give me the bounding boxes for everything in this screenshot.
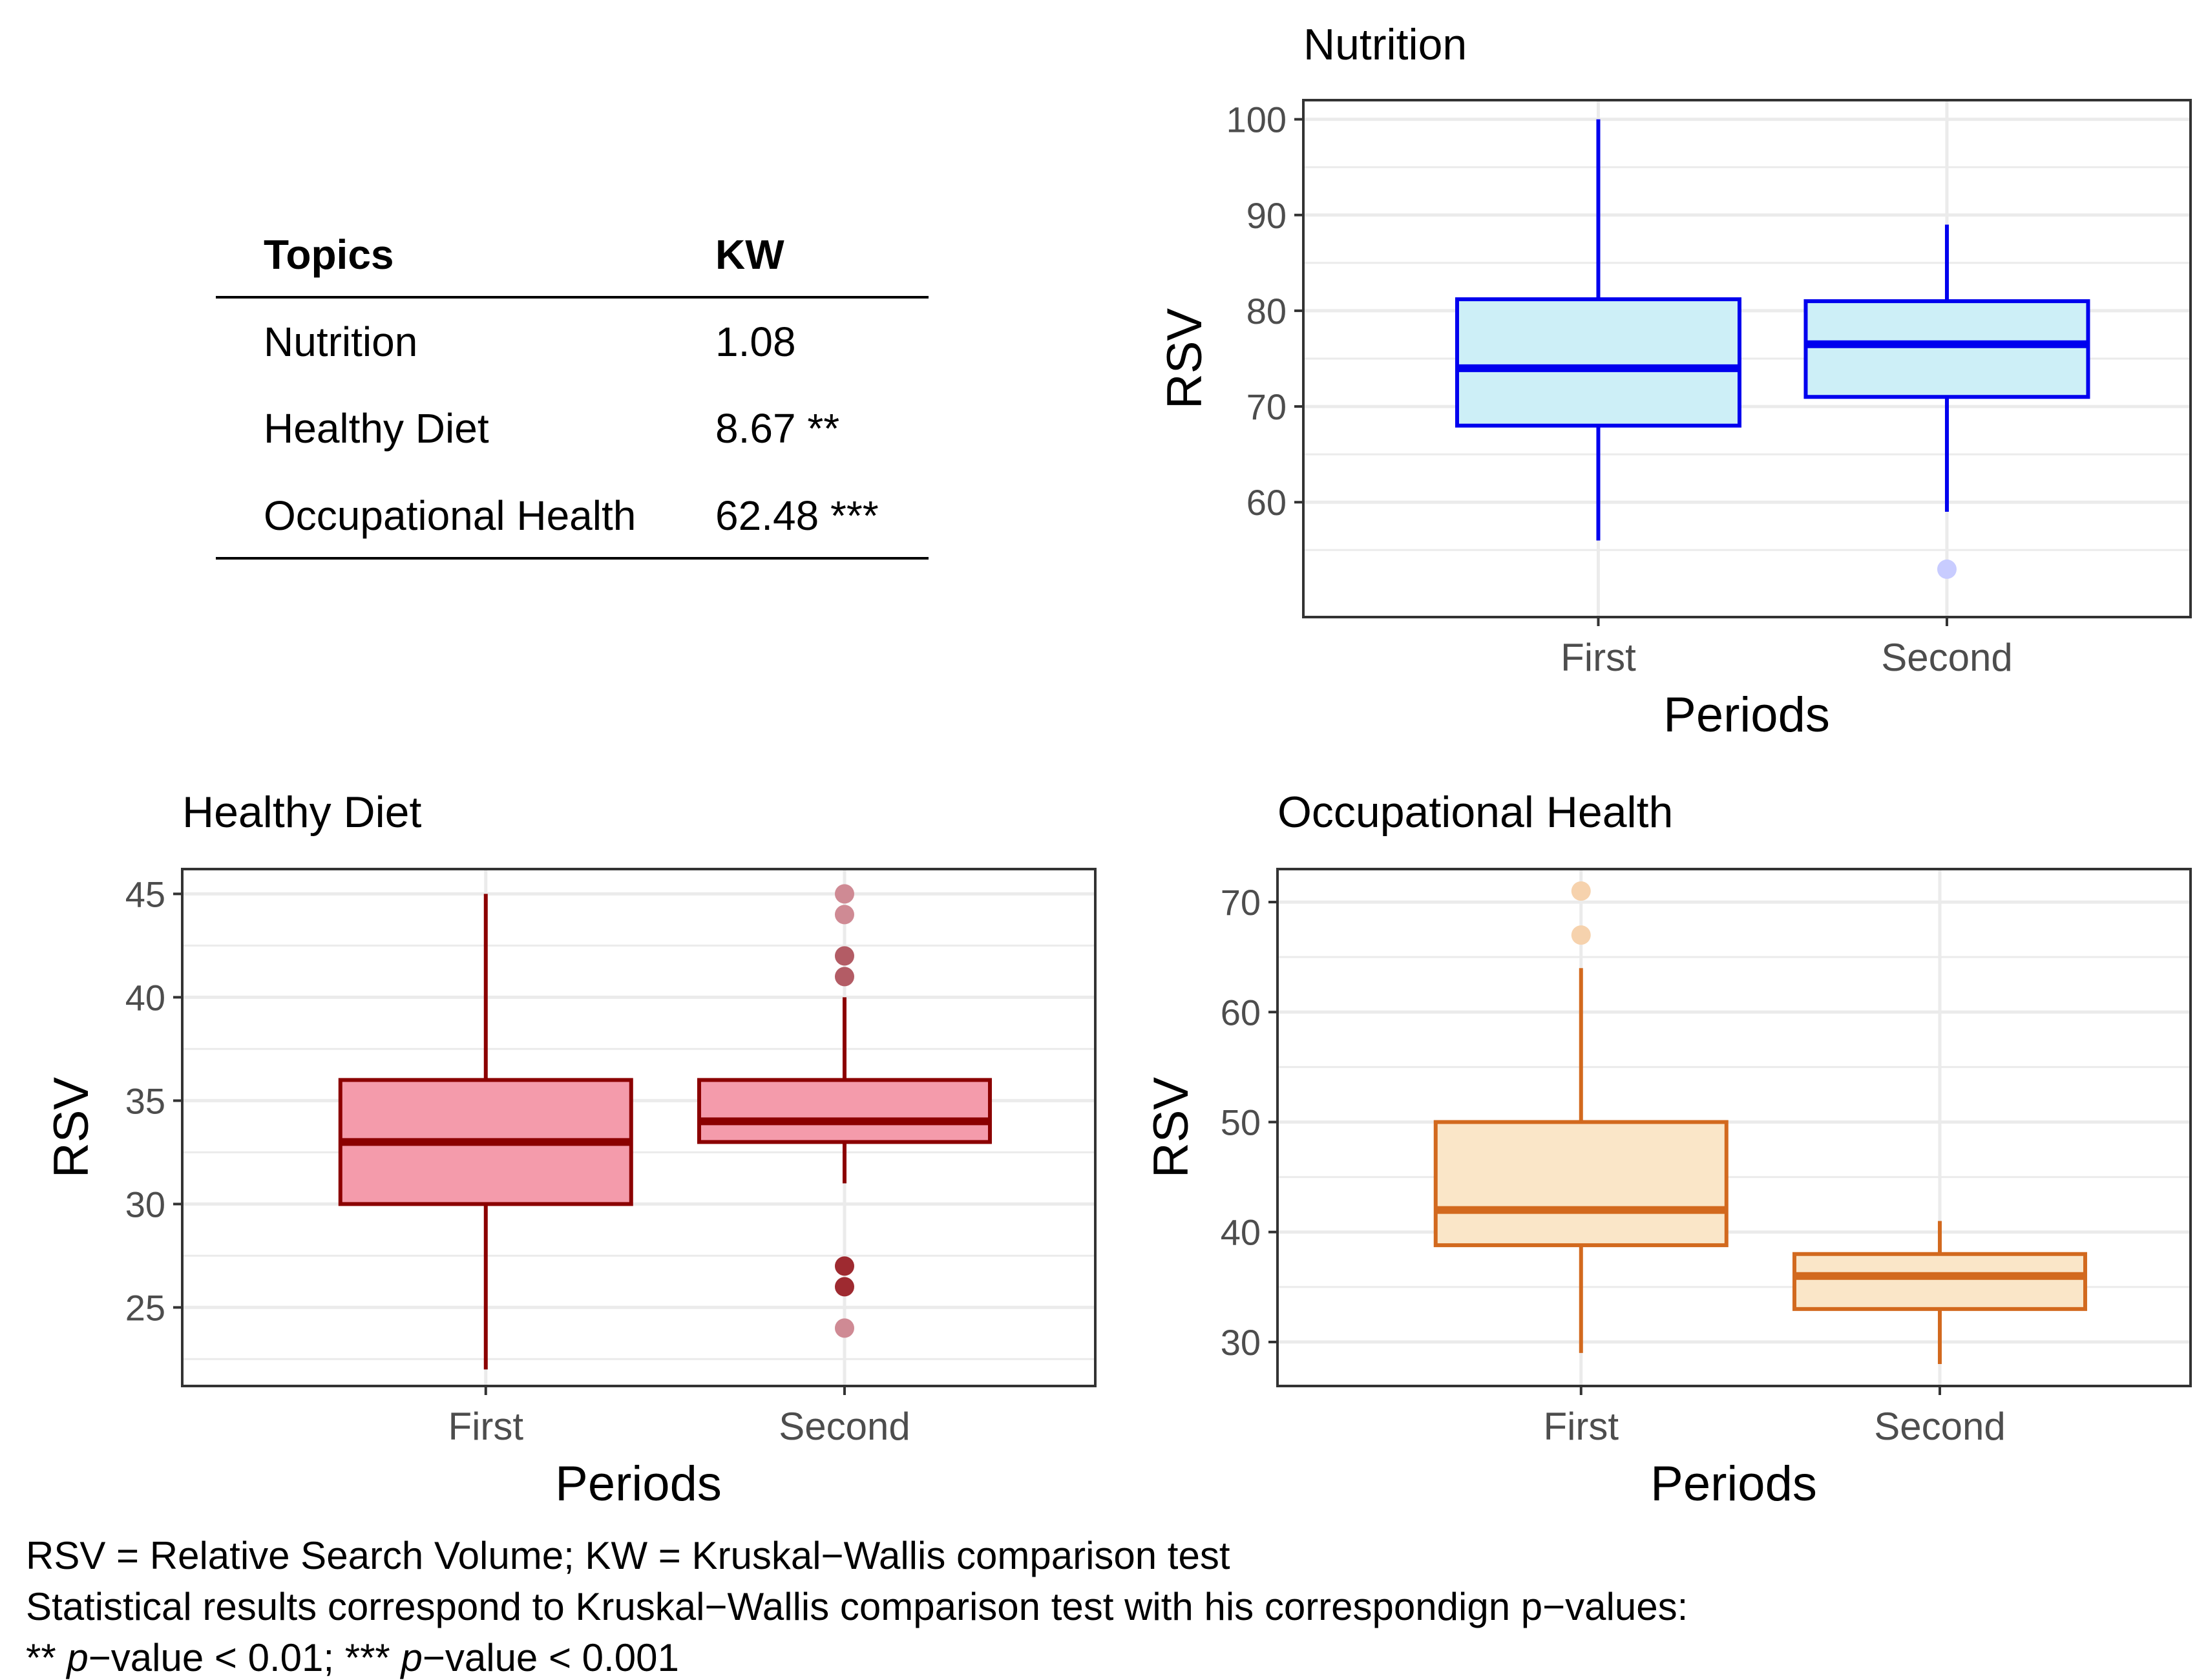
footnote-sig-mid: −value < 0.01; *** [89,1636,401,1679]
x-axis-label: Periods [555,1456,722,1511]
outlier-point [834,946,854,966]
y-tick-label: 70 [1246,386,1287,427]
plot-border [181,868,1097,1387]
y-tick-label: 45 [125,874,165,914]
outlier-point [834,1256,854,1276]
healthy-diet-boxplot: 25 30 35 40 45 First Second Healthy Diet Periods… [44,788,1097,1511]
x-tick-label: Second [779,1405,910,1448]
outlier-point [1571,881,1591,901]
box-second [1803,299,2090,399]
footnote-p-italic: p [65,1636,88,1679]
y-tick-label: 25 [125,1287,165,1328]
y-tick-label: 50 [1221,1102,1261,1142]
box-first [1455,297,1741,428]
chart-title: Healthy Diet [182,788,421,837]
y-tick-label: 30 [125,1184,165,1224]
plot-border [1302,99,2192,618]
y-axis-label: RSV [44,1077,99,1179]
occupational-health-boxplot: 30 40 50 60 70 First Second Occupational Health… [1144,788,2192,1511]
kw-table: Topics KW Nutrition 1.08 Healthy Diet 8.… [216,231,929,560]
outlier-point [834,1277,854,1297]
footnote-sig-prefix: ** [26,1636,67,1679]
footnote-sig-end: −value < 0.001 [423,1636,679,1679]
outlier-point [1937,559,1957,579]
table-header-kw: KW [715,231,784,278]
footnote-statistics: Statistical results correspond to Kruska… [26,1585,1688,1628]
y-tick-label: 100 [1226,100,1287,140]
table-cell-kw: 62.48 *** [715,492,879,539]
x-tick-label: First [448,1405,523,1448]
x-tick-label: First [1561,636,1636,679]
footnote-abbreviations: RSV = Relative Search Volume; KW = Krusk… [26,1534,1230,1577]
table-cell-topic: Healthy Diet [264,405,489,452]
y-tick-label: 60 [1221,992,1261,1033]
outlier-point [834,967,854,987]
outlier-point [834,905,854,925]
y-axis-label: RSV [1157,308,1212,410]
y-tick-label: 60 [1246,482,1287,523]
box-second [697,1078,992,1144]
chart-title: Nutrition [1303,20,1467,69]
plot-border [1276,868,2192,1387]
y-tick-label: 35 [125,1080,165,1121]
chart-title: Occupational Health [1277,788,1673,837]
outlier-point [1571,925,1591,945]
table-cell-kw: 1.08 [715,319,796,365]
footnotes: RSV = Relative Search Volume; KW = Krusk… [26,1534,1688,1679]
x-tick-label: Second [1881,636,2013,679]
x-tick-label: First [1543,1405,1619,1448]
box-second [1792,1252,2087,1311]
x-axis-label: Periods [1663,688,1830,742]
table-header-topics: Topics [264,231,394,278]
x-tick-label: Second [1874,1405,2006,1448]
y-tick-label: 80 [1246,291,1287,331]
outlier-point [834,1318,854,1338]
y-tick-label: 40 [125,977,165,1018]
y-tick-label: 70 [1221,882,1261,923]
x-axis-label: Periods [1650,1456,1817,1511]
y-tick-label: 90 [1246,195,1287,236]
footnote-significance: ** p−value < 0.01; *** p−value < 0.001 [26,1636,679,1679]
nutrition-boxplot: 60 70 80 90 100 First Second Nutrition Periods RS… [1157,20,2192,742]
y-tick-label: 30 [1221,1322,1261,1363]
table-cell-kw: 8.67 ** [715,405,839,452]
table-cell-topic: Occupational Health [264,492,636,539]
box-first [1433,1120,1729,1248]
y-tick-label: 40 [1221,1212,1261,1253]
footnote-p-italic: p [399,1636,422,1679]
table-cell-topic: Nutrition [264,319,417,365]
outlier-point [834,884,854,904]
y-axis-label: RSV [1144,1077,1199,1179]
